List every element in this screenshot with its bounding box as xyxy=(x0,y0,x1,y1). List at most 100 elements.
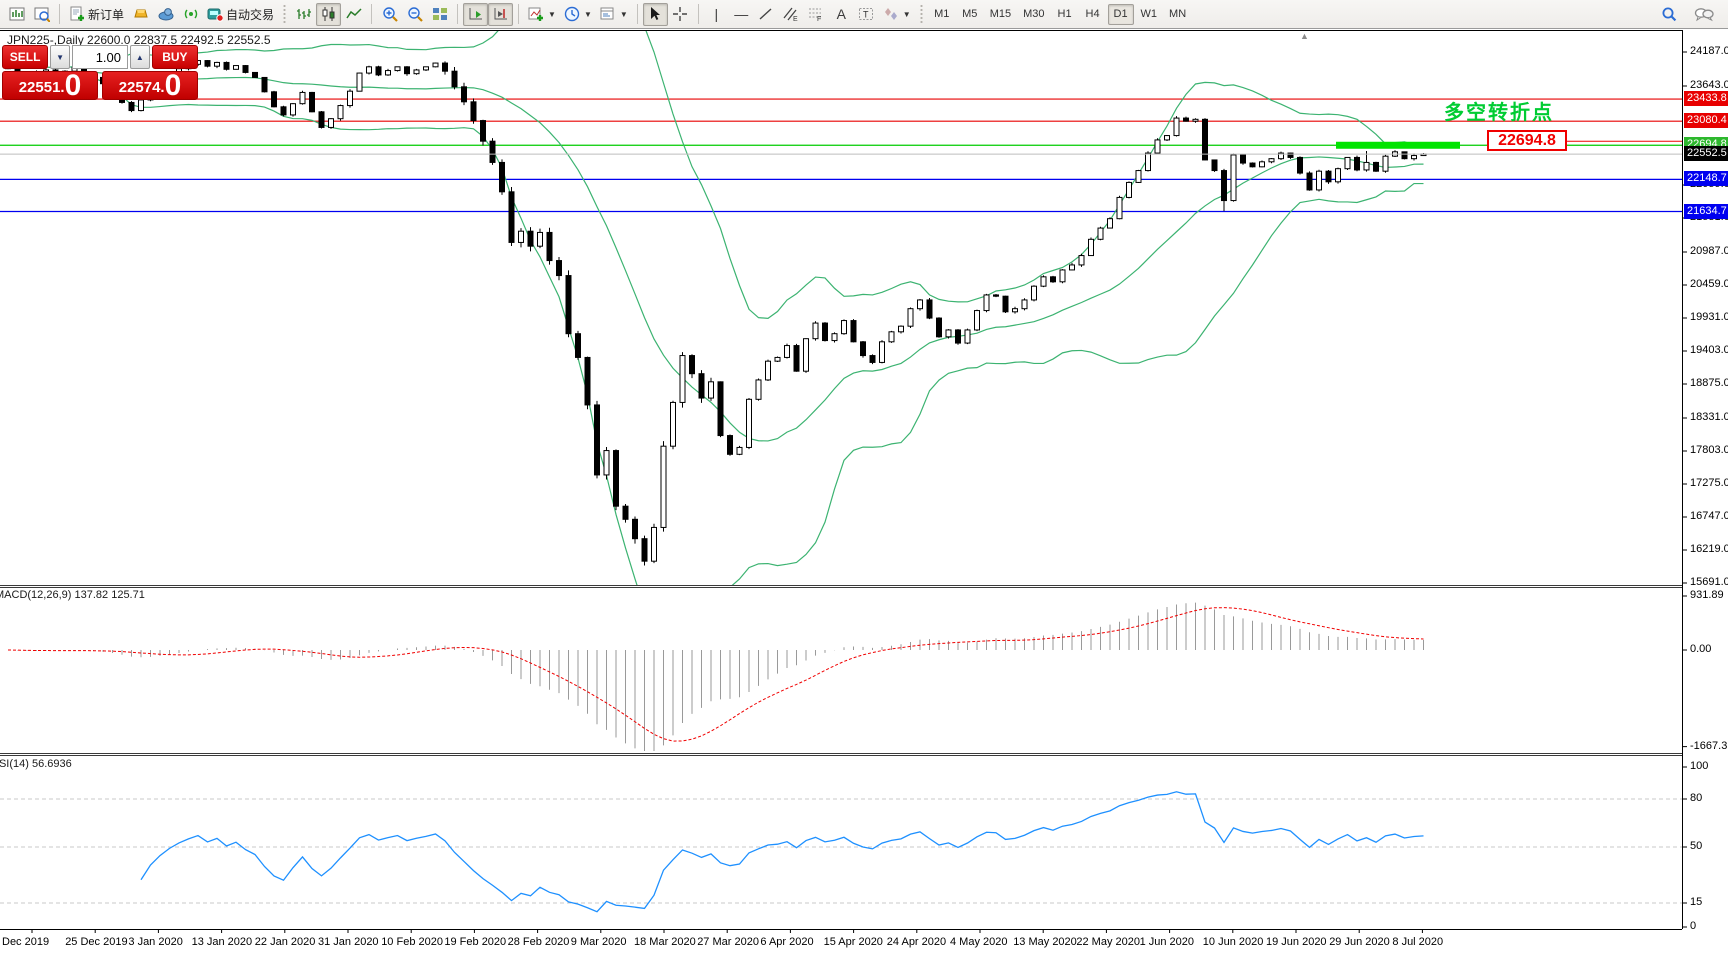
signals-button[interactable] xyxy=(178,3,203,26)
time-axis-label: 29 Jun 2020 xyxy=(1329,936,1390,948)
timeframe-button-h4[interactable]: H4 xyxy=(1085,8,1100,20)
vertical-line-tool-button[interactable]: | xyxy=(704,3,729,26)
candle-body xyxy=(660,445,667,528)
timeframe-button-m15[interactable]: M15 xyxy=(989,8,1012,20)
timeframe-button-m30[interactable]: M30 xyxy=(1023,8,1045,20)
price-line-badge: 23080.4 xyxy=(1684,113,1728,129)
label-tool-button[interactable]: T xyxy=(854,3,879,26)
macd-pane xyxy=(7,602,1424,751)
sell-button[interactable]: SELL xyxy=(2,45,49,69)
candle-body xyxy=(1230,154,1237,202)
timeframe-button-d1[interactable]: D1 xyxy=(1107,3,1134,25)
timeframe-button-w1[interactable]: W1 xyxy=(1140,8,1158,20)
text-tool-button[interactable]: A xyxy=(829,3,854,26)
candle-body xyxy=(812,322,819,340)
candle-body xyxy=(1278,152,1284,160)
channel-tool-button[interactable]: E xyxy=(779,3,804,26)
market-watch-button[interactable] xyxy=(29,3,54,26)
highlight-zone-bar[interactable] xyxy=(1336,141,1460,149)
time-axis-label: 10 Jun 2020 xyxy=(1202,936,1264,948)
price-tick-label: 20987.0 xyxy=(1690,245,1728,257)
candle-body xyxy=(556,260,562,277)
timeframe-button-m1[interactable]: M1 xyxy=(934,8,950,20)
candle-body xyxy=(242,65,249,73)
buy-price-box[interactable]: 22574. 0 xyxy=(102,71,198,100)
new-chart-button[interactable] xyxy=(4,3,29,26)
trendline-tool-button[interactable] xyxy=(754,3,779,26)
bollinger-upper-band xyxy=(45,31,1424,319)
toolbar-drag-handle[interactable] xyxy=(282,5,288,23)
candle-body xyxy=(1145,152,1151,172)
candle-body xyxy=(736,446,743,455)
horizontal-line-icon: — xyxy=(734,6,749,22)
chat-icon xyxy=(1694,8,1714,22)
rsi-pane-label: RSI(14) 56.6936 xyxy=(0,758,72,770)
candle-body xyxy=(1249,162,1256,168)
candles xyxy=(5,60,1427,566)
cursor-button[interactable] xyxy=(642,2,668,26)
candle-body xyxy=(831,333,838,342)
candle-body xyxy=(1126,181,1132,198)
indicators-button[interactable]: ▼ xyxy=(524,3,560,26)
candle-body xyxy=(442,62,448,72)
search-button[interactable] xyxy=(1657,3,1682,26)
price-tick-label: 17803.0 xyxy=(1690,444,1728,456)
candle-body xyxy=(1363,161,1370,171)
buy-button[interactable]: BUY xyxy=(151,45,198,69)
chat-button[interactable] xyxy=(1690,3,1718,26)
toolbar-drag-handle[interactable] xyxy=(918,5,924,23)
candle-body xyxy=(461,86,467,103)
chart-text-annotation[interactable]: 多空转折点 xyxy=(1444,102,1554,124)
horizontal-line-tool-button[interactable]: — xyxy=(729,3,754,26)
volume-decrease-button[interactable]: ▼ xyxy=(50,45,70,69)
chart-shift-button[interactable] xyxy=(488,2,514,26)
fibonacci-tool-button[interactable]: F xyxy=(804,3,829,26)
zoom-in-button[interactable] xyxy=(377,3,402,26)
candle-body xyxy=(575,333,581,358)
volume-input[interactable] xyxy=(72,45,128,69)
candlestick-chart-button[interactable] xyxy=(316,2,342,26)
candle-body xyxy=(280,106,287,116)
price-callout-label[interactable]: 22694.8 xyxy=(1487,130,1567,151)
mql5-community-button[interactable] xyxy=(153,3,178,26)
zoom-out-button[interactable] xyxy=(402,3,427,26)
templates-button[interactable]: ▼ xyxy=(596,3,632,26)
candle-body xyxy=(1382,155,1389,172)
candle-body xyxy=(860,341,866,357)
time-axis-label: 28 Feb 2020 xyxy=(507,936,570,948)
new-order-icon xyxy=(70,6,84,21)
svg-text:F: F xyxy=(817,16,821,22)
line-chart-button[interactable] xyxy=(341,3,366,26)
timeframe-button-h1[interactable]: H1 xyxy=(1057,8,1072,20)
candle-body xyxy=(138,99,144,112)
timeframe-button-m5[interactable]: M5 xyxy=(962,8,978,20)
candle-body xyxy=(955,329,961,344)
buy-price-int: 22574 xyxy=(118,79,161,96)
time-axis-label: 13 Jan 2020 xyxy=(191,936,253,948)
bar-chart-button[interactable] xyxy=(291,3,316,26)
candle-body xyxy=(1344,156,1351,170)
candle-body xyxy=(945,329,952,338)
autotrading-button[interactable]: 自动交易 xyxy=(203,3,278,26)
candle-body xyxy=(128,101,135,112)
volume-increase-button[interactable]: ▲ xyxy=(130,45,150,69)
sell-price-box[interactable]: 22551. 0 xyxy=(2,71,98,100)
time-axis-label: 1 Jun 2020 xyxy=(1139,936,1195,948)
autoscroll-button[interactable] xyxy=(463,2,489,26)
candle-body xyxy=(1088,238,1094,257)
new-order-button[interactable]: 新订单 xyxy=(65,3,128,26)
candle-body xyxy=(898,325,904,333)
market-button[interactable] xyxy=(128,3,153,26)
arrows-tool-button[interactable]: ▼ xyxy=(879,3,915,26)
crosshair-button[interactable] xyxy=(668,3,693,26)
timeframe-button-mn[interactable]: MN xyxy=(1169,8,1187,20)
time-axis-label: 22 Jan 2020 xyxy=(254,936,316,948)
periods-button[interactable]: ▼ xyxy=(560,3,596,26)
chart-shift-marker[interactable]: ▲ xyxy=(1300,31,1309,41)
chart-shift-icon xyxy=(494,8,507,20)
tile-windows-button[interactable] xyxy=(427,3,452,26)
zoom-in-icon xyxy=(382,7,398,22)
candle-body xyxy=(888,331,895,343)
macd-signal-value: 125.71 xyxy=(111,589,145,601)
